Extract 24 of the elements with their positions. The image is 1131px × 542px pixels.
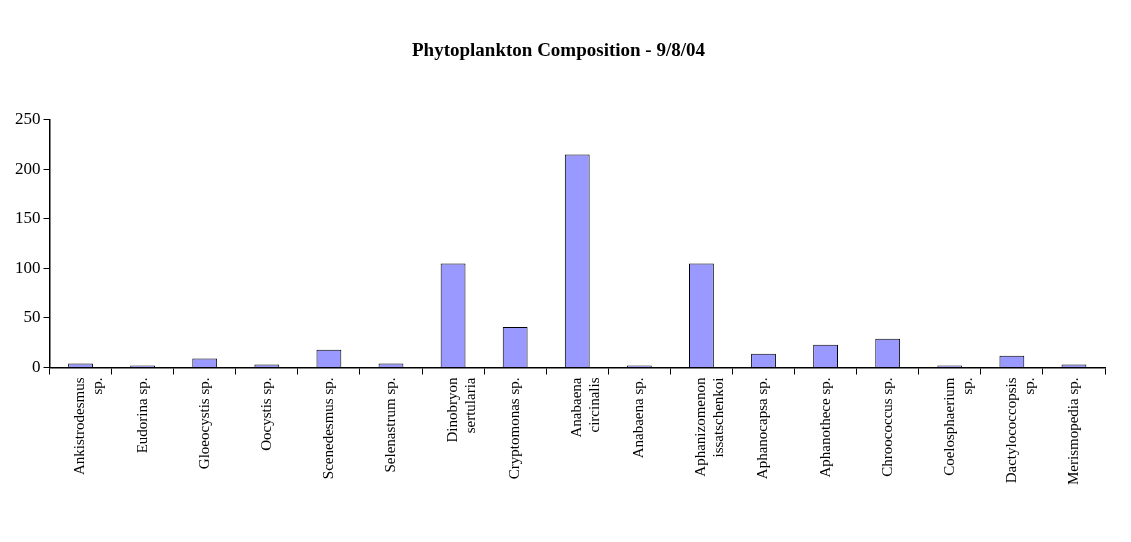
chart-title: Phytoplankton Composition - 9/8/04 [412, 39, 706, 61]
x-tick-label: Aphanocapsa sp. [754, 377, 771, 480]
x-tick-label: Aphanothece sp. [816, 377, 833, 478]
x-tick-label: Anabaena sp. [630, 377, 647, 459]
x-tick-label: Aphanizomenon issatschenkoi [692, 377, 727, 477]
x-tick-label: Gloeocystis sp. [195, 377, 212, 470]
x-tick-label: Merismopedia sp. [1064, 377, 1081, 485]
x-tick-label: Chroococcus sp. [878, 377, 895, 477]
y-tick-label: 150 [15, 208, 41, 228]
x-tick-label: Ankistrodesmus sp. [71, 377, 106, 476]
x-tick-label: Dactylococcopsis sp. [1002, 377, 1037, 484]
x-tick-label: Cryptomonas sp. [506, 377, 523, 480]
y-tick-label: 50 [23, 307, 41, 327]
y-tick-label: 250 [15, 109, 41, 129]
x-tick-label: Eudorina sp. [133, 377, 150, 454]
x-tick-label: Anabaena circinalis [568, 377, 603, 438]
y-tick-label: 200 [15, 158, 41, 178]
x-tick-label: Scenedesmus sp. [319, 377, 336, 480]
y-tick-label: 0 [32, 356, 41, 376]
x-tick-label: Coelosphaerium sp. [940, 377, 975, 476]
x-tick-label: Dinobryon sertularia [444, 377, 479, 443]
x-tick-label: Oocystis sp. [257, 377, 274, 451]
x-tick-label: Selenastrum sp. [381, 377, 398, 473]
y-tick-label: 100 [15, 257, 41, 277]
